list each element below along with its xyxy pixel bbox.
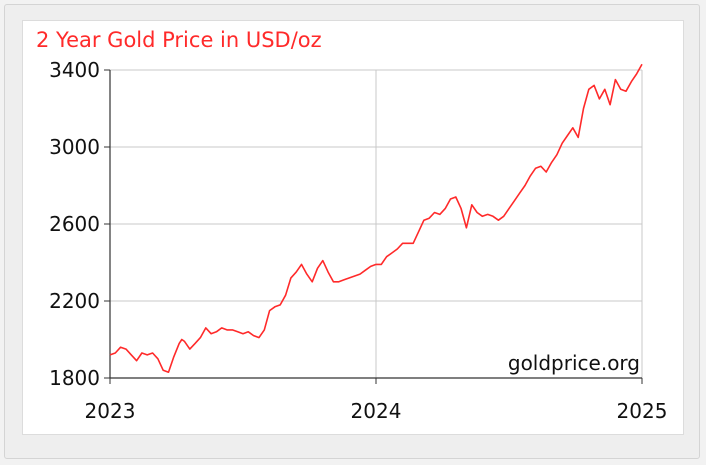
x-tick-label: 2023 <box>85 399 136 423</box>
y-tick-label: 2600 <box>49 212 100 236</box>
chart-panel <box>22 20 684 435</box>
chart-title: 2 Year Gold Price in USD/oz <box>36 28 322 52</box>
y-tick-label: 2200 <box>49 289 100 313</box>
y-tick-label: 3000 <box>49 135 100 159</box>
y-tick-label: 3400 <box>49 58 100 82</box>
y-tick-labels: 1800 2200 2600 3000 3400 <box>49 58 100 390</box>
series-line <box>109 63 643 373</box>
x-tick-label: 2025 <box>617 399 668 423</box>
watermark: goldprice.org <box>508 351 640 375</box>
x-tick-labels: 2023 2024 2025 <box>85 399 668 423</box>
axes <box>104 69 643 384</box>
y-tick-label: 1800 <box>49 366 100 390</box>
grid-lines <box>110 69 643 378</box>
x-tick-label: 2024 <box>351 399 402 423</box>
